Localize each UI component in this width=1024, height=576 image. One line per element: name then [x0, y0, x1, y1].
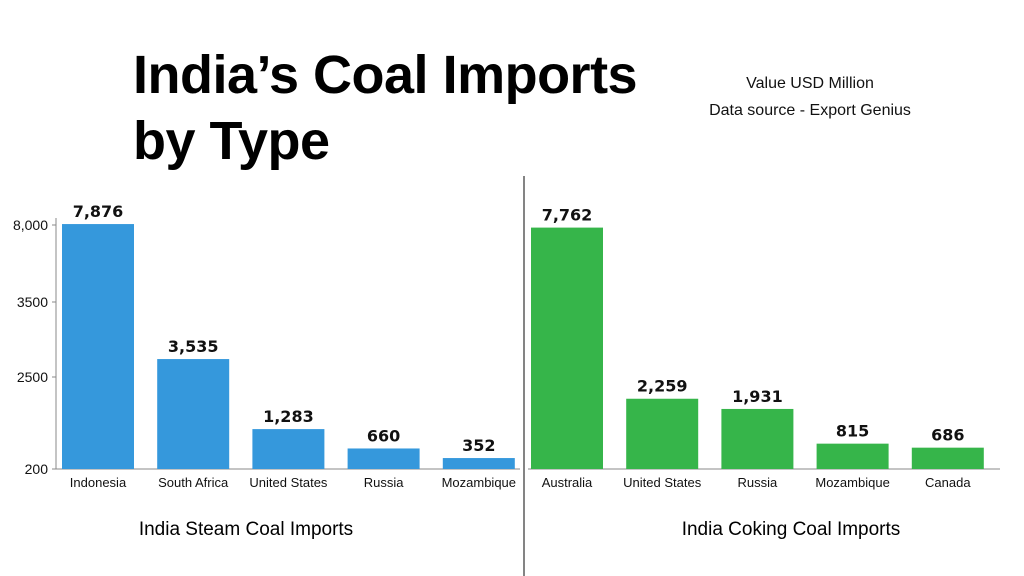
- coking-bar-canada: [911, 447, 984, 469]
- steam-bar-indonesia: [62, 224, 134, 469]
- steam-bar-south-africa: [157, 359, 230, 469]
- steam-category-label-mozambique: Mozambique: [442, 475, 516, 490]
- coking-bar-russia: [721, 408, 794, 469]
- y-tick-label: 3500: [17, 294, 48, 310]
- steam-category-label-russia: Russia: [364, 475, 405, 490]
- coking-category-label-united-states: United States: [623, 475, 702, 490]
- coking-value-label-australia: 7,762: [542, 206, 593, 225]
- coking-value-label-united-states: 2,259: [637, 377, 688, 396]
- steam-category-label-united-states: United States: [249, 475, 328, 490]
- chart-title: India’s Coal Imports by Type: [133, 42, 638, 174]
- subtitle-source: Data source - Export Genius: [709, 102, 911, 119]
- steam-value-label-south-africa: 3,535: [168, 337, 219, 356]
- steam-value-label-united-states: 1,283: [263, 407, 314, 426]
- coking-coal-panel: India Coking Coal Imports 7,762 Australia…: [528, 206, 1000, 540]
- steam-value-label-mozambique: 352: [462, 436, 495, 455]
- coking-bar-australia: [531, 227, 603, 469]
- coking-value-label-canada: 686: [931, 426, 964, 445]
- coking-value-label-mozambique: 815: [836, 422, 869, 441]
- steam-coal-panel-title: India Steam Coal Imports: [139, 519, 353, 540]
- coking-bar-united-states: [626, 398, 699, 469]
- chart-subtitle: Value USD Million Data source - Export G…: [640, 70, 980, 124]
- y-tick-label: 8,000: [13, 217, 48, 233]
- steam-bar-russia: [347, 448, 420, 469]
- coking-category-label-australia: Australia: [542, 475, 593, 490]
- subtitle-units: Value USD Million: [746, 75, 874, 92]
- coking-category-label-russia: Russia: [738, 475, 779, 490]
- coking-coal-panel-title: India Coking Coal Imports: [682, 519, 901, 540]
- coking-category-label-canada: Canada: [925, 475, 971, 490]
- coking-category-label-mozambique: Mozambique: [815, 475, 889, 490]
- coking-bar-mozambique: [816, 443, 889, 469]
- steam-value-label-russia: 660: [367, 426, 400, 445]
- steam-bar-mozambique: [442, 458, 515, 469]
- steam-coal-panel: India Steam Coal Imports 200 2500 3500 8,00…: [13, 202, 520, 540]
- y-tick-label: 2500: [17, 369, 48, 385]
- chart-title-line-2: by Type: [133, 111, 330, 171]
- steam-category-label-south-africa: South Africa: [158, 475, 229, 490]
- chart-title-line-1: India’s Coal Imports: [133, 45, 638, 105]
- coking-value-label-russia: 1,931: [732, 387, 783, 406]
- y-tick-label: 200: [25, 461, 49, 477]
- steam-value-label-indonesia: 7,876: [73, 202, 124, 221]
- steam-bar-united-states: [252, 429, 325, 469]
- steam-category-label-indonesia: Indonesia: [70, 475, 127, 490]
